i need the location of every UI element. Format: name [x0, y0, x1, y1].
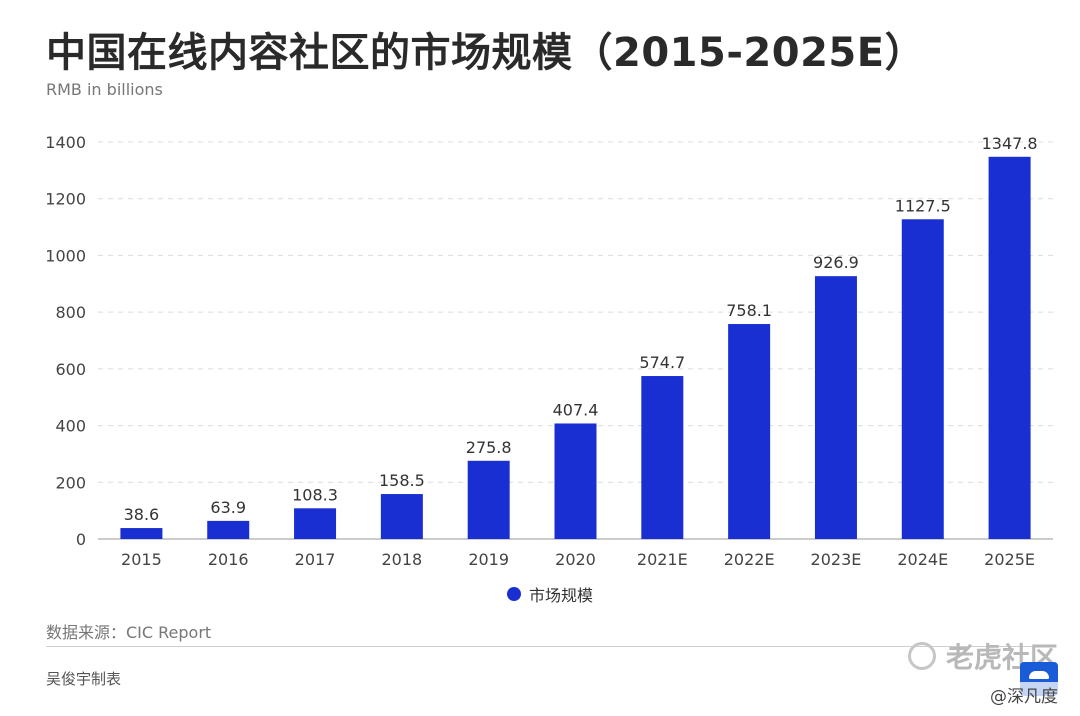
- x-tick-label: 2025E: [984, 550, 1035, 569]
- data-label: 926.9: [813, 253, 859, 272]
- y-tick-label: 400: [55, 417, 86, 436]
- y-tick-label: 600: [55, 360, 86, 379]
- y-tick-label: 1400: [45, 133, 86, 152]
- data-label: 574.7: [639, 353, 685, 372]
- data-label: 758.1: [726, 301, 772, 320]
- legend-marker: [506, 587, 521, 601]
- x-tick-label: 2017: [295, 550, 336, 569]
- x-tick-label: 2023E: [811, 550, 862, 569]
- x-tick-label: 2015: [121, 550, 162, 569]
- footer-divider: [46, 646, 1032, 647]
- chart-title: 中国在线内容社区的市场规模（2015-2025E）: [46, 30, 926, 76]
- bar: [380, 494, 423, 539]
- bar: [120, 528, 163, 539]
- y-tick-label: 800: [55, 303, 86, 322]
- data-source: 数据来源：CIC Report: [46, 623, 212, 642]
- legend-label: 市场规模: [528, 586, 593, 605]
- watermark-user: @深凡度: [988, 682, 1060, 707]
- x-tick-label: 2018: [382, 550, 423, 569]
- bar: [641, 376, 684, 539]
- data-label: 407.4: [553, 400, 599, 419]
- y-tick-label: 1200: [45, 190, 86, 209]
- swirl-icon: [907, 642, 936, 670]
- y-tick-label: 1000: [45, 246, 86, 265]
- data-label: 275.8: [466, 438, 512, 457]
- bar: [814, 276, 857, 539]
- chart-legend: 市场规模: [0, 582, 1080, 606]
- x-tick-label: 2016: [208, 550, 249, 569]
- data-label: 158.5: [379, 471, 425, 490]
- bar: [988, 156, 1031, 539]
- author-credit: 吴俊宇制表: [46, 670, 122, 688]
- x-tick-label: 2019: [468, 550, 509, 569]
- data-label: 1127.5: [895, 196, 951, 215]
- data-label: 63.9: [210, 498, 246, 517]
- data-label: 1347.8: [982, 134, 1038, 153]
- data-label: 108.3: [292, 485, 338, 504]
- x-tick-label: 2024E: [897, 550, 948, 569]
- bar: [207, 520, 250, 539]
- x-tick-label: 2020: [555, 550, 596, 569]
- bar: [554, 423, 597, 539]
- data-label: 38.6: [124, 505, 160, 524]
- bar: [901, 219, 944, 540]
- bar: [294, 508, 337, 539]
- bar: [467, 460, 510, 539]
- chart-subtitle: RMB in billions: [46, 80, 163, 99]
- bar: [728, 324, 771, 539]
- x-tick-label: 2022E: [724, 550, 775, 569]
- y-tick-label: 200: [55, 473, 86, 492]
- y-tick-label: 0: [76, 530, 86, 549]
- bar-chart: 0 200 400 600 800 1000 1200 1400 38.6 2015 63.9 201…: [45, 133, 1053, 569]
- x-tick-label: 2021E: [637, 550, 688, 569]
